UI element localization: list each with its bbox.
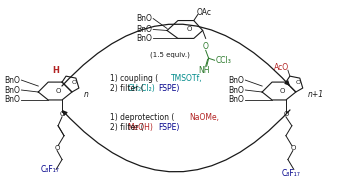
Text: BnO: BnO xyxy=(5,76,20,85)
Text: TMSOTf,: TMSOTf, xyxy=(171,74,203,83)
Text: O: O xyxy=(186,26,192,33)
Text: C₈F₁₇: C₈F₁₇ xyxy=(40,165,59,174)
Text: O: O xyxy=(295,80,300,85)
Text: n: n xyxy=(84,90,89,98)
Text: H: H xyxy=(53,66,60,75)
Text: AcO: AcO xyxy=(274,63,290,72)
Text: BnO: BnO xyxy=(229,76,244,85)
Text: OAc: OAc xyxy=(197,8,212,17)
Text: FSPE): FSPE) xyxy=(158,123,179,132)
Text: 2) filter (: 2) filter ( xyxy=(110,123,143,132)
FancyArrowPatch shape xyxy=(63,110,290,172)
Text: (1.5 equiv.): (1.5 equiv.) xyxy=(150,51,190,57)
Text: BnO: BnO xyxy=(5,95,20,105)
Text: O: O xyxy=(203,42,208,51)
Text: BnO: BnO xyxy=(136,34,152,43)
Text: O: O xyxy=(55,88,61,94)
Text: NaOMe,: NaOMe, xyxy=(189,113,219,122)
Text: C₈F₁₇: C₈F₁₇ xyxy=(282,169,301,178)
FancyArrowPatch shape xyxy=(62,24,289,86)
Text: O: O xyxy=(279,88,285,94)
Text: O: O xyxy=(54,145,60,151)
Text: MeOH): MeOH) xyxy=(127,123,153,132)
Text: O: O xyxy=(59,111,65,117)
Text: CH₂Cl₂): CH₂Cl₂) xyxy=(127,84,155,93)
Text: BnO: BnO xyxy=(229,86,244,94)
Text: BnO: BnO xyxy=(229,95,244,105)
Text: 2) filter (: 2) filter ( xyxy=(110,84,143,93)
Text: NH: NH xyxy=(198,66,210,75)
Text: 1) coupling (: 1) coupling ( xyxy=(110,74,158,83)
Text: FSPE): FSPE) xyxy=(158,84,179,93)
Text: CCl₃: CCl₃ xyxy=(216,56,231,65)
Text: BnO: BnO xyxy=(136,14,152,23)
Text: O: O xyxy=(290,145,296,151)
Text: BnO: BnO xyxy=(5,86,20,94)
Text: n+1: n+1 xyxy=(308,90,324,98)
Text: O: O xyxy=(72,80,77,85)
Text: O: O xyxy=(283,111,289,117)
Text: BnO: BnO xyxy=(136,25,152,34)
Text: 1) deprotection (: 1) deprotection ( xyxy=(110,113,174,122)
